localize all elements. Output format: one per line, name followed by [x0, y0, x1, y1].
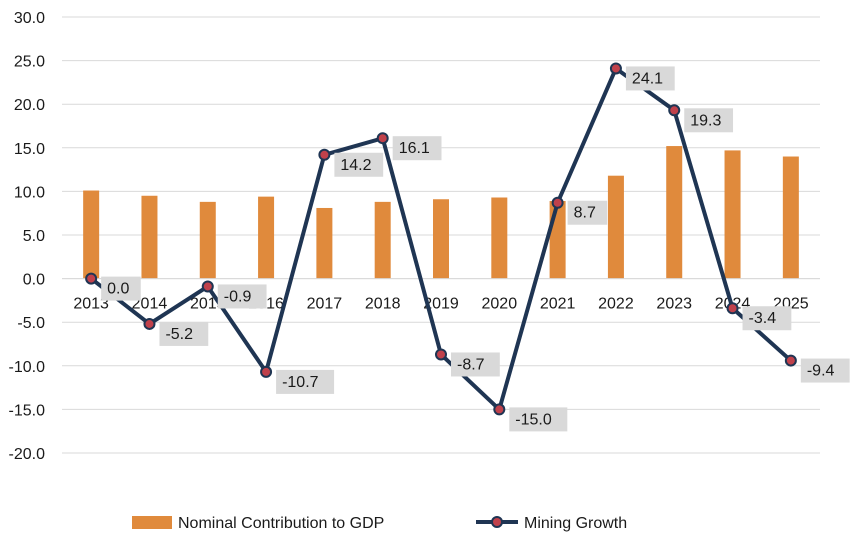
y-tick-label: 20.0 [14, 97, 45, 114]
data-label: -9.4 [807, 363, 835, 380]
bar [549, 200, 566, 279]
bar [491, 197, 508, 279]
line-series [85, 62, 797, 416]
line-point [784, 354, 797, 367]
data-label-box [509, 407, 568, 432]
bar [666, 146, 683, 279]
data-label-box [451, 352, 500, 377]
line-point [201, 280, 214, 293]
data-label-box [276, 369, 335, 394]
y-tick-label: 15.0 [14, 141, 45, 158]
line-point [143, 317, 156, 330]
y-tick-label: 0.0 [23, 272, 45, 289]
data-label: 14.2 [340, 157, 371, 174]
x-tick-label: 2022 [598, 296, 634, 313]
data-label: 8.7 [574, 205, 596, 222]
data-labels: 0.0 -5.2 -0.9 -10.7 14.2 16.1 -8.7 -15.0 8.7 24.1… [101, 66, 850, 432]
y-tick-label: -20.0 [9, 446, 46, 463]
line-point [609, 62, 622, 75]
y-axis: -20.0 -15.0 -10.0 -5.0 0.0 5.0 10.0 15.0 20.0 25.… [9, 10, 46, 463]
y-tick-label: 30.0 [14, 10, 45, 27]
y-tick-label: -10.0 [9, 359, 46, 376]
legend-label-line: Mining Growth [524, 515, 627, 532]
line-point [668, 104, 681, 117]
data-label-box [217, 284, 267, 309]
legend-swatch-marker [491, 516, 503, 528]
x-tick-label: 2020 [482, 296, 518, 313]
data-label-box [101, 276, 141, 301]
bar [316, 207, 333, 279]
data-label-box [742, 306, 792, 331]
legend-label-bar: Nominal Contribution to GDP [178, 515, 384, 532]
line-point [435, 348, 447, 361]
line-point [726, 302, 739, 315]
y-tick-label: 10.0 [14, 184, 45, 201]
x-tick-label: 2023 [656, 296, 692, 313]
line-point [85, 272, 98, 285]
data-label: 24.1 [632, 70, 663, 87]
data-label-box [334, 152, 384, 177]
legend: Nominal Contribution to GDP Mining Growt… [132, 515, 627, 532]
bar [607, 175, 624, 279]
line-point [551, 196, 564, 209]
bar-series [83, 146, 799, 279]
x-tick-label: 2019 [423, 296, 459, 313]
line-point [260, 365, 273, 378]
bar [258, 196, 275, 279]
line-point [493, 403, 506, 416]
data-label: -8.7 [457, 356, 485, 373]
line-point [376, 132, 389, 145]
bar [724, 150, 741, 279]
data-label: 19.3 [690, 112, 721, 129]
data-label: -3.4 [749, 310, 777, 327]
x-tick-label: 2013 [73, 296, 109, 313]
data-label-box [159, 321, 209, 346]
data-label: 16.1 [399, 140, 430, 157]
y-tick-label: -5.0 [17, 315, 45, 332]
data-label: -0.9 [224, 288, 252, 305]
data-label: -15.0 [515, 411, 552, 428]
data-label: -10.7 [282, 374, 319, 391]
bar [141, 195, 158, 279]
bar [83, 190, 100, 279]
data-label-box [567, 200, 608, 225]
bar [374, 201, 391, 279]
x-tick-label: 2021 [540, 296, 576, 313]
data-label-box [684, 108, 734, 133]
legend-swatch-bar [132, 516, 172, 529]
x-tick-label: 2018 [365, 296, 401, 313]
bar [433, 199, 449, 279]
x-tick-label: 2017 [307, 296, 343, 313]
bar [199, 201, 216, 279]
data-label-box [800, 358, 850, 383]
y-tick-label: 25.0 [14, 54, 45, 71]
bar [782, 156, 799, 279]
data-label-box [625, 66, 675, 91]
y-tick-label: -15.0 [9, 402, 46, 419]
data-label: -5.2 [165, 326, 193, 343]
line-point [318, 148, 331, 161]
data-label-box [392, 136, 442, 161]
y-tick-label: 5.0 [23, 228, 45, 245]
data-label: 0.0 [107, 281, 129, 298]
